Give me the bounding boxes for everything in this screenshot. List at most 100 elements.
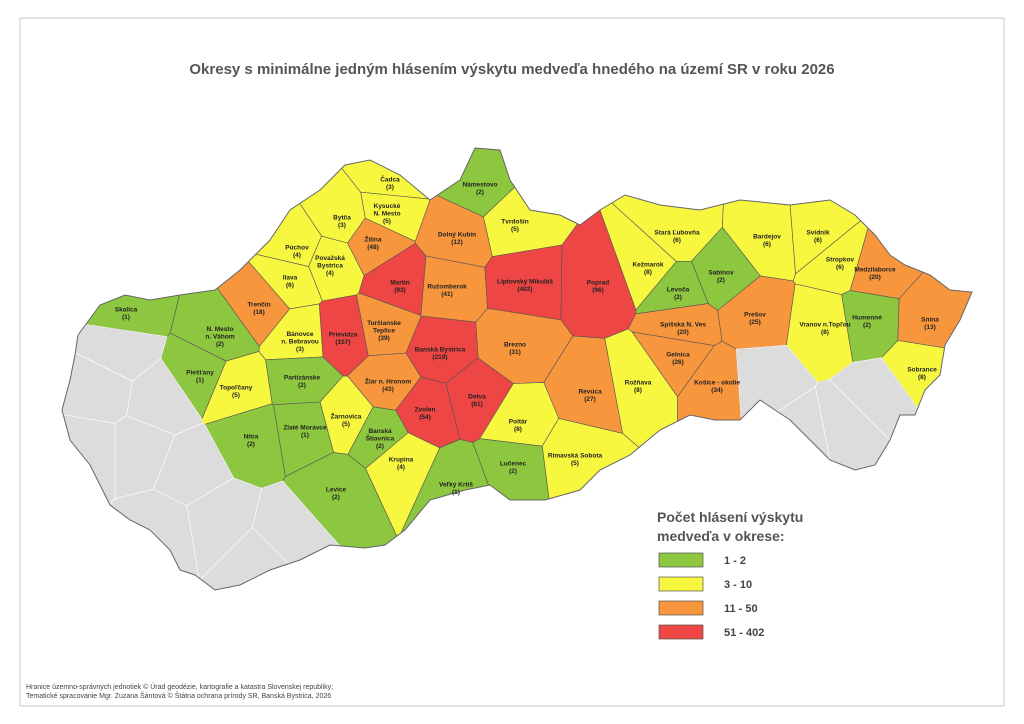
district-count: (2) — [216, 341, 224, 348]
district-name: Turčianske — [367, 320, 401, 327]
district-count: (39) — [378, 335, 390, 342]
district-count: (8) — [821, 329, 829, 336]
district-count: (2) — [509, 468, 517, 475]
district-name: Revúca — [578, 389, 602, 396]
district-count: (26) — [672, 359, 684, 366]
legend-swatch — [658, 552, 704, 568]
district-name: Bytča — [333, 215, 351, 222]
district-name: Zvolen — [415, 407, 436, 414]
district-name: Tvrdošín — [501, 219, 528, 226]
district-count: (20) — [869, 274, 881, 281]
district-count: (5) — [383, 218, 391, 225]
district-count: (157) — [335, 339, 350, 346]
district-count: (402) — [517, 286, 532, 293]
district-count: (2) — [376, 443, 384, 450]
district-name: Teplice — [373, 327, 395, 334]
district-name: Sabinov — [708, 270, 734, 277]
district-count: (48) — [367, 244, 379, 251]
district-name: Levoča — [667, 287, 690, 294]
district-count: (2) — [332, 494, 340, 501]
district-name: Bánovce — [286, 331, 313, 338]
footer-line: Tematické spracovanie Mgr. Zuzana Šántov… — [26, 691, 331, 700]
district-count: (8) — [514, 426, 522, 433]
district-name: Topoľčany — [220, 385, 253, 392]
district-count: (12) — [451, 239, 463, 246]
district-name: Levice — [326, 487, 347, 494]
district-count: (6) — [673, 237, 681, 244]
district-count: (43) — [382, 386, 394, 393]
district-name: Bardejov — [753, 234, 781, 241]
district-name: Prešov — [744, 312, 766, 319]
district-count: (5) — [342, 421, 350, 428]
district-name: Liptovský Mikuláš — [497, 279, 553, 286]
district-name: N. Mesto — [206, 326, 233, 333]
district-count: (4) — [293, 252, 301, 259]
district-name: Zlaté Moravce — [283, 425, 327, 432]
district-name: Detva — [468, 394, 486, 401]
district-count: (34) — [711, 387, 723, 394]
map-title: Okresy s minimálne jedným hlásením výsky… — [189, 61, 834, 78]
district-count: (25) — [749, 319, 761, 326]
district-name: Považská — [315, 255, 345, 262]
district-name: Krupina — [389, 457, 414, 464]
district-name: Kežmarok — [632, 262, 663, 269]
district-name: Snina — [921, 317, 939, 324]
district-name: Trenčín — [247, 302, 270, 309]
district-name: Humenné — [852, 315, 882, 322]
footer-line: Hranice územno-správnych jednotiek © Úra… — [26, 682, 333, 691]
district-name: Piešťany — [186, 370, 214, 377]
district-count: (4) — [397, 464, 405, 471]
district-name: Bystrica — [317, 262, 343, 269]
district-name: Skalica — [115, 307, 138, 314]
district-count: (3) — [296, 346, 304, 353]
district-name: Námestovo — [462, 182, 497, 189]
district-name: Poltár — [509, 419, 528, 426]
district-count: (3) — [386, 184, 394, 191]
legend-title: medveďa v okrese: — [657, 528, 785, 544]
district-count: (8) — [644, 269, 652, 276]
district-name: Gelnica — [666, 352, 690, 359]
district-name: Čadca — [380, 175, 400, 184]
district-name: Ružomberok — [427, 284, 467, 291]
district-name: Nitra — [244, 434, 259, 441]
district-name: Ilava — [283, 275, 298, 282]
district-count: (27) — [584, 396, 596, 403]
district-count: (2) — [717, 277, 725, 284]
district-count: (54) — [419, 414, 431, 421]
district-name: Košice - okolie — [694, 380, 740, 387]
district-name: Veľký Krtíš — [439, 482, 473, 489]
district-name: Kysucké — [374, 203, 401, 210]
district-count: (1) — [122, 314, 130, 321]
legend-label: 1 - 2 — [724, 555, 746, 567]
district-count: (61) — [471, 401, 483, 408]
district-name: Partizánske — [284, 375, 321, 382]
district-no-report — [126, 357, 203, 436]
district-count: (2) — [247, 441, 255, 448]
district-count: (2) — [863, 322, 871, 329]
district-count: (5) — [232, 392, 240, 399]
district-count: (13) — [924, 324, 936, 331]
district-name: Sobrance — [907, 367, 937, 374]
district-count: (2) — [298, 382, 306, 389]
district-name: N. Mesto — [373, 210, 400, 217]
district-count: (6) — [763, 241, 771, 248]
district-count: (31) — [509, 349, 521, 356]
district-count: (20) — [677, 329, 689, 336]
district-count: (6) — [836, 264, 844, 271]
district-name: Stará Ľubovňa — [654, 230, 700, 237]
district-name: Lučenec — [500, 461, 527, 468]
district-name: Brezno — [504, 342, 526, 349]
district-count: (1) — [196, 377, 204, 384]
legend-label: 51 - 402 — [724, 627, 764, 639]
district-name: Vranov n.Topľou — [799, 322, 850, 329]
district-name: Štiavnica — [366, 433, 395, 442]
district-count: (8) — [918, 374, 926, 381]
legend-label: 3 - 10 — [724, 579, 752, 591]
legend-swatch — [658, 576, 704, 592]
district-no-report — [155, 527, 436, 590]
district-count: (1) — [452, 489, 460, 496]
district-name: Žiar n. Hronom — [365, 377, 411, 386]
district-name: n. Váhom — [205, 333, 234, 340]
district-name: Poprad — [587, 280, 609, 287]
